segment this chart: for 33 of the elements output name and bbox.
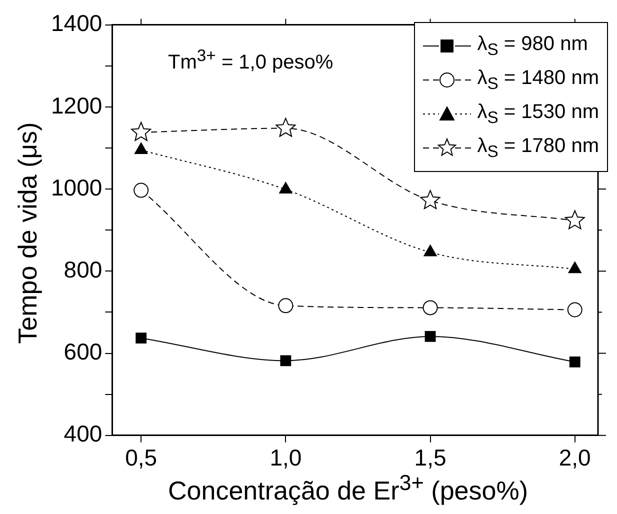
point [567,302,582,318]
point [422,300,438,316]
legend-label: λ$_{S}$ = 980 nm [477,32,588,60]
point [424,244,437,256]
point [131,122,152,141]
x-tick-label: 2,0 [558,444,591,471]
x-axis-title: Concentração de Er$^{3+}$ (peso%) [168,470,528,507]
point [134,182,149,198]
y-tick-label: 1000 [50,174,102,200]
legend-label: λ$_{S}$ = 1530 nm [477,100,599,128]
y-tick-label: 1400 [50,10,102,36]
point [279,182,292,194]
point [568,262,582,274]
y-tick-label: 600 [64,338,102,365]
point [569,356,580,368]
point [278,298,294,314]
point [280,355,292,366]
point [276,118,296,137]
point [134,142,148,154]
point [420,190,440,210]
x-tick-label: 1,0 [270,444,302,471]
point [564,210,585,230]
annotation: Tm$^{3+}$ = 1,0 peso% [168,46,334,75]
x-tick-label: 0,5 [125,444,158,471]
x-tick-label: 1,5 [414,444,446,471]
point [424,330,436,342]
point [136,332,147,344]
y-tick-label: 1200 [50,92,102,118]
y-tick-label: 800 [64,256,102,283]
y-tick-label: 400 [64,420,102,447]
legend-label: λ$_{S}$ = 1780 nm [477,134,599,162]
y-axis-title: Tempo de vida (μs) [12,122,44,344]
legend-label: λ$_{S}$ = 1480 nm [477,66,599,94]
